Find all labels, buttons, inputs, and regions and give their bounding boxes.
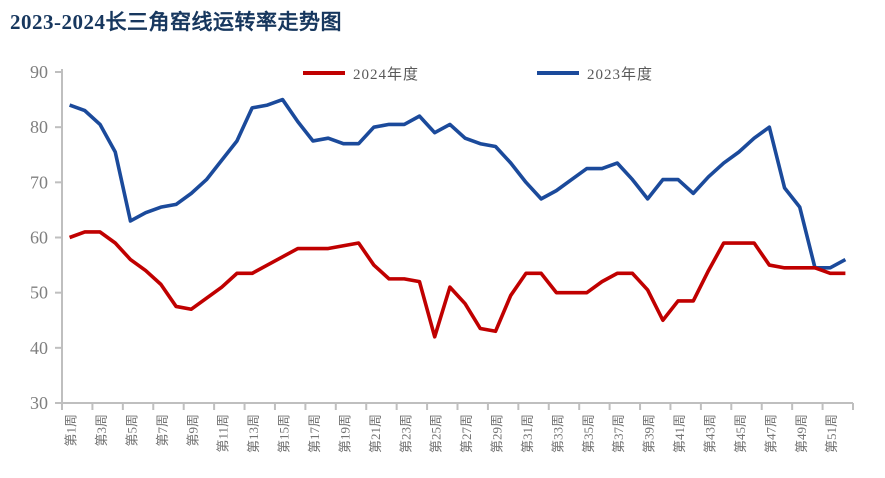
chart-legend: 2024年度 2023年度: [0, 63, 885, 83]
x-axis-label: 第43周: [702, 414, 717, 453]
legend-item-2023: 2023年度: [537, 63, 653, 83]
x-axis-label: 第27周: [459, 414, 474, 453]
x-axis-label: 第19周: [337, 414, 352, 453]
legend-label-2023: 2023年度: [587, 66, 654, 83]
x-axis-label: 第49周: [794, 414, 809, 453]
x-axis-label: 第41周: [672, 414, 687, 453]
legend-item-2024: 2024年度: [303, 63, 419, 83]
x-axis-label: 第45周: [733, 414, 748, 453]
y-axis-tick-label: 80: [30, 117, 48, 137]
x-axis-label: 第5周: [124, 414, 139, 447]
x-axis-label: 第29周: [490, 414, 505, 453]
y-axis-tick-label: 90: [30, 62, 48, 82]
x-axis-label: 第3周: [94, 414, 109, 447]
legend-swatch-2024-red-line-icon: [303, 71, 345, 75]
x-axis-label: 第39周: [642, 414, 657, 453]
y-axis-tick-label: 50: [30, 283, 48, 303]
series-line-2024年度: [68, 230, 846, 339]
x-axis-label: 第15周: [277, 414, 292, 453]
x-axis-label: 第13周: [246, 414, 261, 453]
x-axis-label: 第25周: [429, 414, 444, 453]
x-axis-label: 第1周: [64, 414, 79, 447]
x-axis-label: 第37周: [611, 414, 626, 453]
y-axis-tick-label: 70: [30, 172, 48, 192]
y-axis-tick-label: 40: [30, 338, 48, 358]
legend-label-2024: 2024年度: [353, 66, 420, 83]
x-axis-label: 第33周: [550, 414, 565, 453]
x-axis-label: 第11周: [216, 414, 231, 453]
x-axis-label: 第9周: [185, 414, 200, 447]
x-axis-label: 第51周: [824, 414, 839, 453]
legend-swatch-2023-blue-line-icon: [537, 71, 580, 75]
series-line-2023年度: [68, 97, 847, 270]
x-axis-label: 第7周: [155, 414, 170, 447]
x-axis-label: 第21周: [368, 414, 383, 453]
y-axis-tick-label: 60: [30, 228, 48, 248]
x-axis-label: 第17周: [307, 414, 322, 453]
x-axis-label: 第23周: [398, 414, 413, 453]
y-axis-tick-label: 30: [30, 393, 48, 413]
x-axis-label: 第35周: [581, 414, 596, 453]
x-axis-label: 第47周: [763, 414, 778, 453]
chart-title: 2023-2024长三角窑线运转率走势图: [10, 10, 342, 34]
x-axis-label: 第31周: [520, 414, 535, 453]
